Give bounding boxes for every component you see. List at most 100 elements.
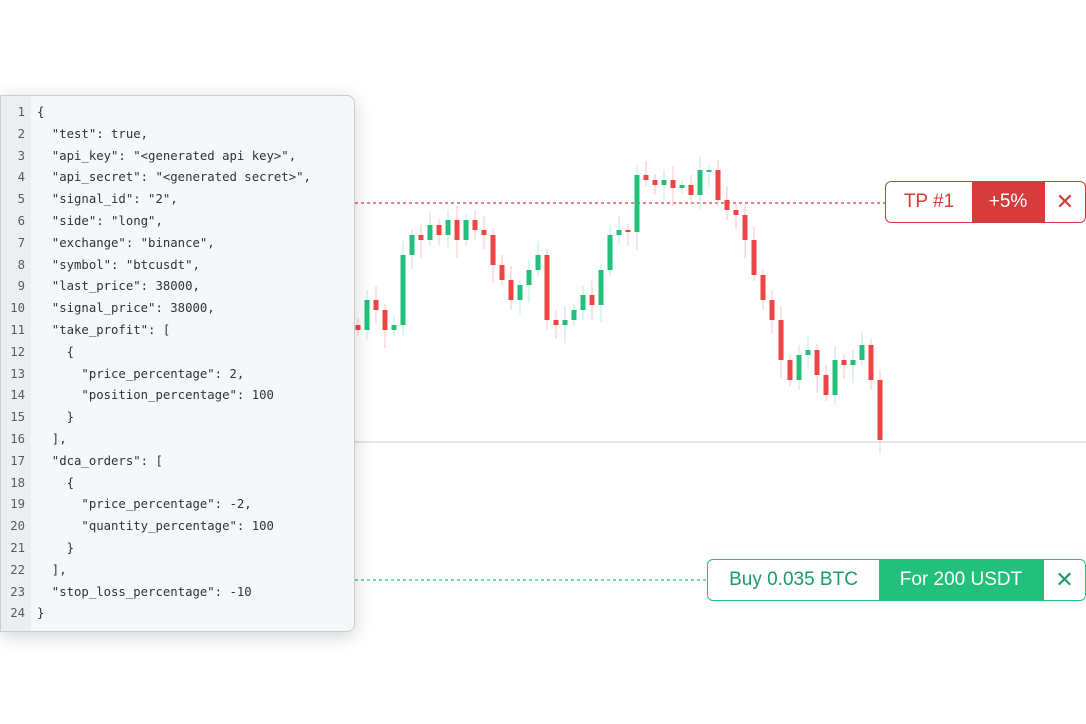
code-line: 18 { — [1, 472, 74, 494]
code-text: "side": "long", — [37, 214, 163, 228]
candle-body — [436, 225, 442, 235]
candle-body — [634, 175, 640, 232]
candle-body — [859, 345, 865, 360]
code-text: "test": true, — [37, 126, 149, 141]
close-icon[interactable]: ✕ — [1044, 182, 1085, 222]
line-number: 1 — [17, 105, 25, 119]
candle-body — [499, 265, 505, 280]
code-text: } — [37, 410, 75, 425]
buy-amount: For 200 USDT — [879, 560, 1043, 600]
candle-body — [733, 210, 739, 215]
candle-body — [877, 380, 883, 440]
candle-body — [373, 300, 379, 310]
code-line: 17 "dca_orders": [ — [1, 450, 163, 472]
code-text: "quantity_percentage": 100 — [37, 519, 274, 534]
candle-body — [355, 325, 361, 330]
candle — [688, 175, 694, 205]
candle-body — [652, 180, 658, 185]
line-number: 10 — [10, 301, 25, 316]
code-text: "symbol": "btcusdt", — [37, 257, 200, 272]
code-line: 20 "quantity_percentage": 100 — [1, 515, 274, 537]
candle — [850, 350, 856, 383]
line-number: 7 — [17, 235, 25, 250]
candle-body — [706, 170, 712, 172]
code-line: 12 { — [1, 341, 74, 363]
line-number: 21 — [10, 541, 25, 555]
close-icon[interactable]: ✕ — [1043, 560, 1085, 600]
candle — [832, 346, 838, 405]
code-text: { — [37, 475, 75, 490]
code-text: "api_secret": "<generated secret>", — [37, 170, 311, 185]
candle — [598, 264, 604, 323]
candle-body — [409, 235, 415, 255]
line-number: 3 — [17, 148, 25, 163]
code-text: "stop_loss_percentage": -10 — [37, 584, 252, 599]
code-text: ], — [37, 562, 67, 577]
candle-body — [724, 200, 730, 210]
candle-body — [787, 360, 793, 380]
code-line: 23 "stop_loss_percentage": -10 — [1, 581, 252, 603]
line-number: 12 — [10, 344, 25, 359]
line-number: 15 — [10, 410, 25, 425]
candle — [778, 306, 784, 378]
candle-body — [688, 185, 694, 195]
candle — [823, 365, 829, 401]
line-number: 4 — [17, 170, 25, 185]
candle — [859, 331, 865, 366]
code-line: 4 "api_secret": "<generated secret>", — [1, 166, 311, 188]
candle — [517, 279, 523, 314]
line-number: 19 — [10, 497, 25, 512]
candle-body — [823, 375, 829, 395]
candle-body — [508, 280, 514, 300]
code-line: 14 "position_percentage": 100 — [1, 384, 274, 406]
code-text: "price_percentage": -2, — [37, 497, 252, 512]
candle — [814, 344, 820, 393]
code-line: 6 "side": "long", — [1, 210, 163, 232]
candle — [355, 319, 361, 336]
candle-body — [589, 295, 595, 305]
code-line: 19 "price_percentage": -2, — [1, 493, 252, 515]
code-text: "exchange": "binance", — [37, 235, 215, 250]
candle-body — [400, 255, 406, 325]
candle — [499, 255, 505, 286]
candle — [679, 179, 685, 194]
line-number: 24 — [10, 606, 25, 621]
candle-body — [598, 270, 604, 305]
candle — [427, 211, 433, 246]
line-number: 6 — [17, 214, 25, 228]
candle — [634, 165, 640, 250]
candle — [706, 164, 712, 188]
candle — [490, 229, 496, 283]
candle-body — [427, 225, 433, 240]
candle-body — [697, 170, 703, 195]
candle-body — [571, 310, 577, 320]
code-line: 21 } — [1, 537, 74, 559]
candle — [544, 249, 550, 330]
code-text: } — [37, 606, 45, 621]
line-number: 2 — [17, 126, 25, 141]
candle — [661, 170, 667, 199]
candle-body — [850, 360, 856, 365]
candle-body — [742, 215, 748, 240]
candle — [742, 205, 748, 258]
candle — [391, 315, 397, 336]
candle — [670, 166, 676, 206]
candle-body — [769, 300, 775, 320]
candle-body — [526, 270, 532, 285]
candle — [697, 156, 703, 209]
candle — [454, 206, 460, 258]
code-text: { — [37, 105, 45, 119]
candle-body — [625, 230, 631, 232]
candle-body — [490, 235, 496, 265]
candle — [418, 225, 424, 258]
candle — [769, 290, 775, 334]
candle — [715, 160, 721, 206]
code-text: { — [37, 344, 75, 359]
code-text: "take_profit": [ — [37, 323, 171, 337]
candle-body — [607, 235, 613, 270]
candle — [607, 225, 613, 276]
code-text: } — [37, 541, 75, 555]
candle — [535, 241, 541, 276]
candle-body — [553, 320, 559, 325]
code-line: 16 ], — [1, 428, 66, 450]
